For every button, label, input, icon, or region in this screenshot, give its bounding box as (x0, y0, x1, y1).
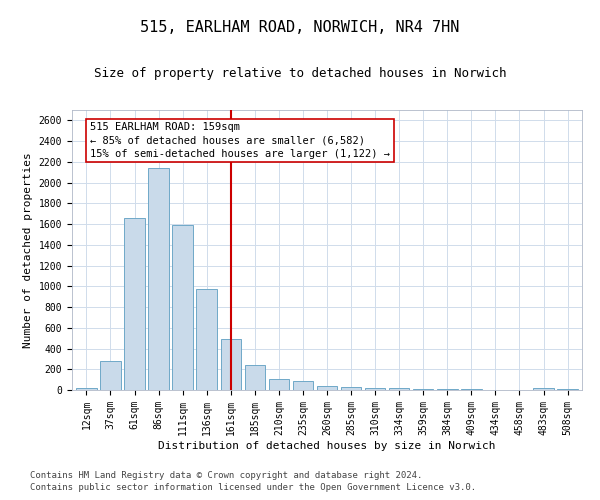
Bar (100, 361, 121, 390)
Bar (341, 387, 361, 390)
Bar (148, 168, 169, 390)
Bar (269, 378, 289, 390)
Bar (389, 388, 409, 390)
Y-axis label: Number of detached properties: Number of detached properties (23, 152, 33, 348)
Text: Size of property relative to detached houses in Norwich: Size of property relative to detached ho… (94, 68, 506, 80)
Text: Contains HM Land Registry data © Crown copyright and database right 2024.: Contains HM Land Registry data © Crown c… (30, 471, 422, 480)
Bar (413, 389, 433, 390)
Bar (172, 225, 193, 390)
Bar (317, 386, 337, 390)
Bar (365, 388, 385, 390)
Bar (533, 388, 554, 390)
Bar (437, 389, 458, 390)
Bar (245, 365, 265, 390)
Text: 515, EARLHAM ROAD, NORWICH, NR4 7HN: 515, EARLHAM ROAD, NORWICH, NR4 7HN (140, 20, 460, 35)
X-axis label: Distribution of detached houses by size in Norwich: Distribution of detached houses by size … (158, 440, 496, 450)
Bar (293, 380, 313, 390)
Bar (124, 218, 145, 390)
Text: 515 EARLHAM ROAD: 159sqm
← 85% of detached houses are smaller (6,582)
15% of sem: 515 EARLHAM ROAD: 159sqm ← 85% of detach… (90, 122, 390, 159)
Bar (196, 290, 217, 390)
Bar (76, 388, 97, 390)
Text: Contains public sector information licensed under the Open Government Licence v3: Contains public sector information licen… (30, 484, 476, 492)
Bar (221, 339, 241, 390)
